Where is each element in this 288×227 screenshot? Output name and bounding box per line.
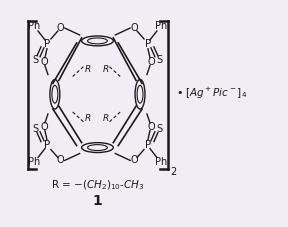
Text: Ph: Ph xyxy=(28,157,40,167)
Text: O: O xyxy=(40,122,48,132)
Text: R: R xyxy=(84,65,91,74)
Text: R: R xyxy=(102,114,109,123)
Text: P: P xyxy=(44,140,50,150)
Text: R = $-(CH_2)_{10}$-$CH_3$: R = $-(CH_2)_{10}$-$CH_3$ xyxy=(51,178,144,192)
Text: O: O xyxy=(40,57,48,67)
Text: S: S xyxy=(32,55,38,65)
Text: 2: 2 xyxy=(170,167,177,177)
Text: O: O xyxy=(130,23,138,33)
Text: O: O xyxy=(57,155,65,165)
Text: P: P xyxy=(145,39,151,49)
Text: P: P xyxy=(44,39,50,49)
Text: O: O xyxy=(57,23,65,33)
Text: •: • xyxy=(177,88,183,98)
Text: R: R xyxy=(102,65,109,74)
Text: S: S xyxy=(157,55,163,65)
Text: O: O xyxy=(130,155,138,165)
Text: R: R xyxy=(84,114,91,123)
Text: 1: 1 xyxy=(92,194,102,208)
Text: $[Ag^+Pic^-]_4$: $[Ag^+Pic^-]_4$ xyxy=(185,86,247,101)
Text: Ph: Ph xyxy=(155,157,167,167)
Text: S: S xyxy=(157,124,163,134)
Text: O: O xyxy=(147,57,155,67)
Text: Ph: Ph xyxy=(28,21,40,31)
Text: P: P xyxy=(145,140,151,150)
Text: S: S xyxy=(32,124,38,134)
Text: O: O xyxy=(147,122,155,132)
Text: Ph: Ph xyxy=(155,21,167,31)
